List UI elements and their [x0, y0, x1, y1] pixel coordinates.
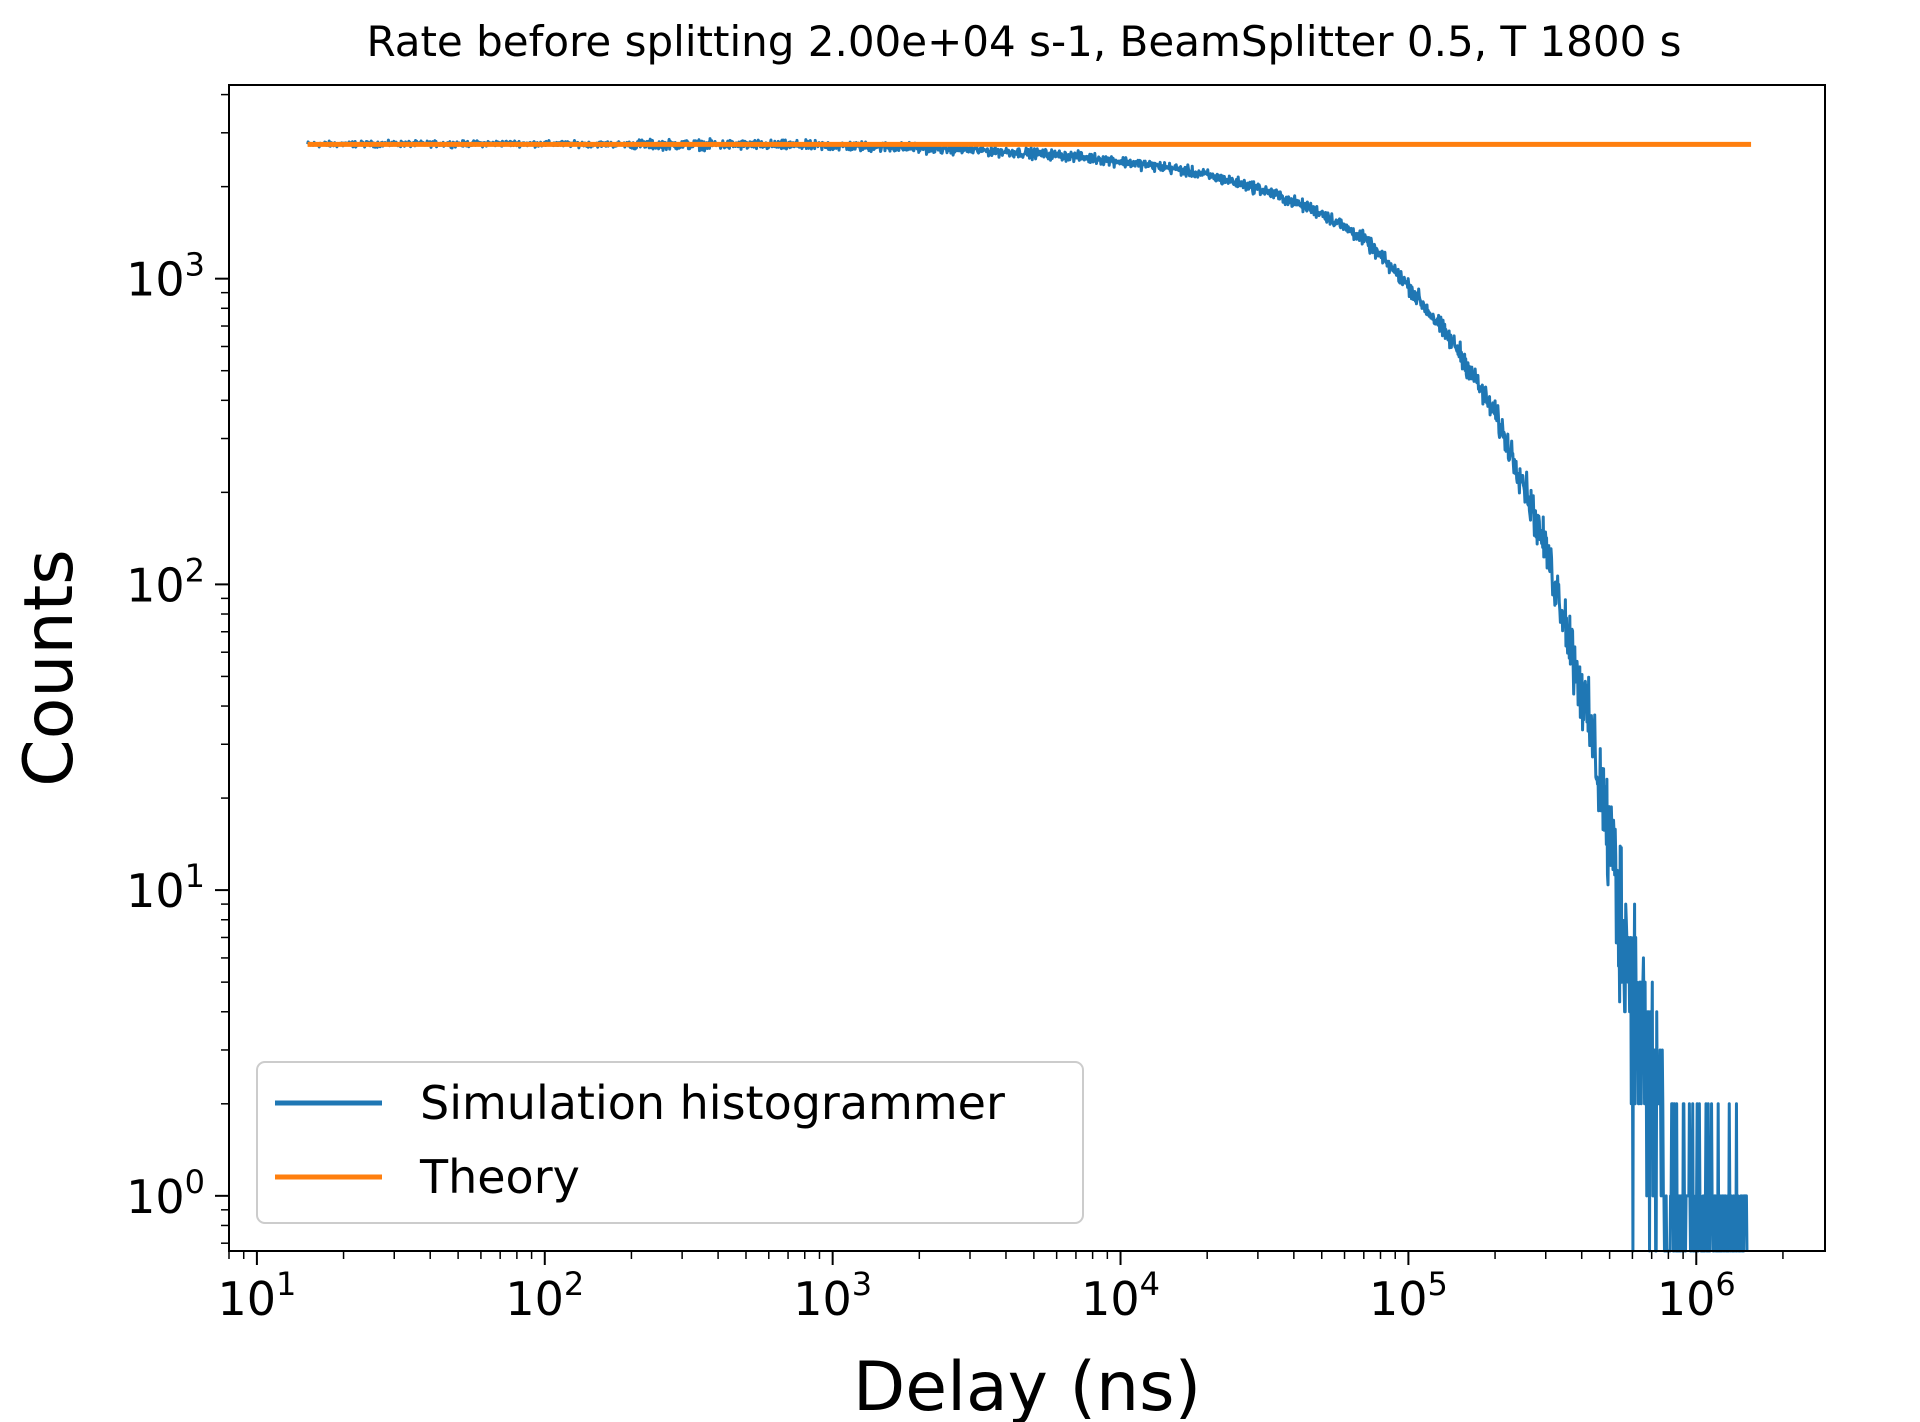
chart-title: Rate before splitting 2.00e+04 s-1, Beam…: [366, 17, 1681, 66]
x-tick-exponent: 1: [276, 1265, 296, 1303]
x-tick-base: 10: [217, 1272, 276, 1326]
plot-area: [228, 84, 1826, 1253]
y-tick-label: 102: [126, 551, 205, 612]
y-tick-label: 100: [126, 1163, 205, 1224]
legend-label-theory: Theory: [419, 1150, 580, 1204]
x-tick-base: 10: [1081, 1272, 1140, 1326]
x-tick-label: 106: [1657, 1265, 1736, 1326]
plot-background: [229, 85, 1825, 1251]
x-tick-base: 10: [793, 1272, 852, 1326]
y-tick-exponent: 1: [185, 857, 205, 895]
plot-frame: [228, 84, 1826, 1252]
y-axis-label: Counts: [10, 549, 89, 786]
legend: Simulation histogrammer Theory: [256, 1061, 1084, 1224]
x-axis-ticks: 101 102 103 104 105 106: [217, 1251, 1784, 1326]
y-tick-exponent: 0: [185, 1163, 205, 1201]
y-tick-label: 101: [126, 857, 205, 918]
y-tick-base: 10: [126, 253, 185, 307]
x-tick-label: 103: [793, 1265, 872, 1326]
x-tick-label: 101: [217, 1265, 296, 1326]
y-tick-base: 10: [126, 1170, 185, 1224]
y-tick-exponent: 3: [185, 246, 205, 284]
x-tick-base: 10: [505, 1272, 564, 1326]
x-tick-base: 10: [1369, 1272, 1428, 1326]
x-tick-label: 104: [1081, 1265, 1160, 1326]
y-tick-base: 10: [126, 558, 185, 612]
series-layer: [306, 137, 1752, 1253]
x-tick-label: 105: [1369, 1265, 1448, 1326]
x-tick-exponent: 5: [1427, 1265, 1447, 1303]
y-tick-exponent: 2: [185, 551, 205, 589]
y-tick-base: 10: [126, 864, 185, 918]
x-tick-base: 10: [1657, 1272, 1716, 1326]
x-tick-exponent: 6: [1715, 1265, 1735, 1303]
x-tick-exponent: 4: [1140, 1265, 1160, 1303]
x-tick-exponent: 3: [852, 1265, 872, 1303]
x-tick-exponent: 2: [564, 1265, 584, 1303]
x-tick-label: 102: [505, 1265, 584, 1326]
legend-label-simulation: Simulation histogrammer: [420, 1076, 1005, 1130]
legend-frame: [256, 1061, 1084, 1224]
x-axis-label: Delay (ns): [853, 1348, 1201, 1422]
y-tick-label: 103: [126, 246, 205, 307]
